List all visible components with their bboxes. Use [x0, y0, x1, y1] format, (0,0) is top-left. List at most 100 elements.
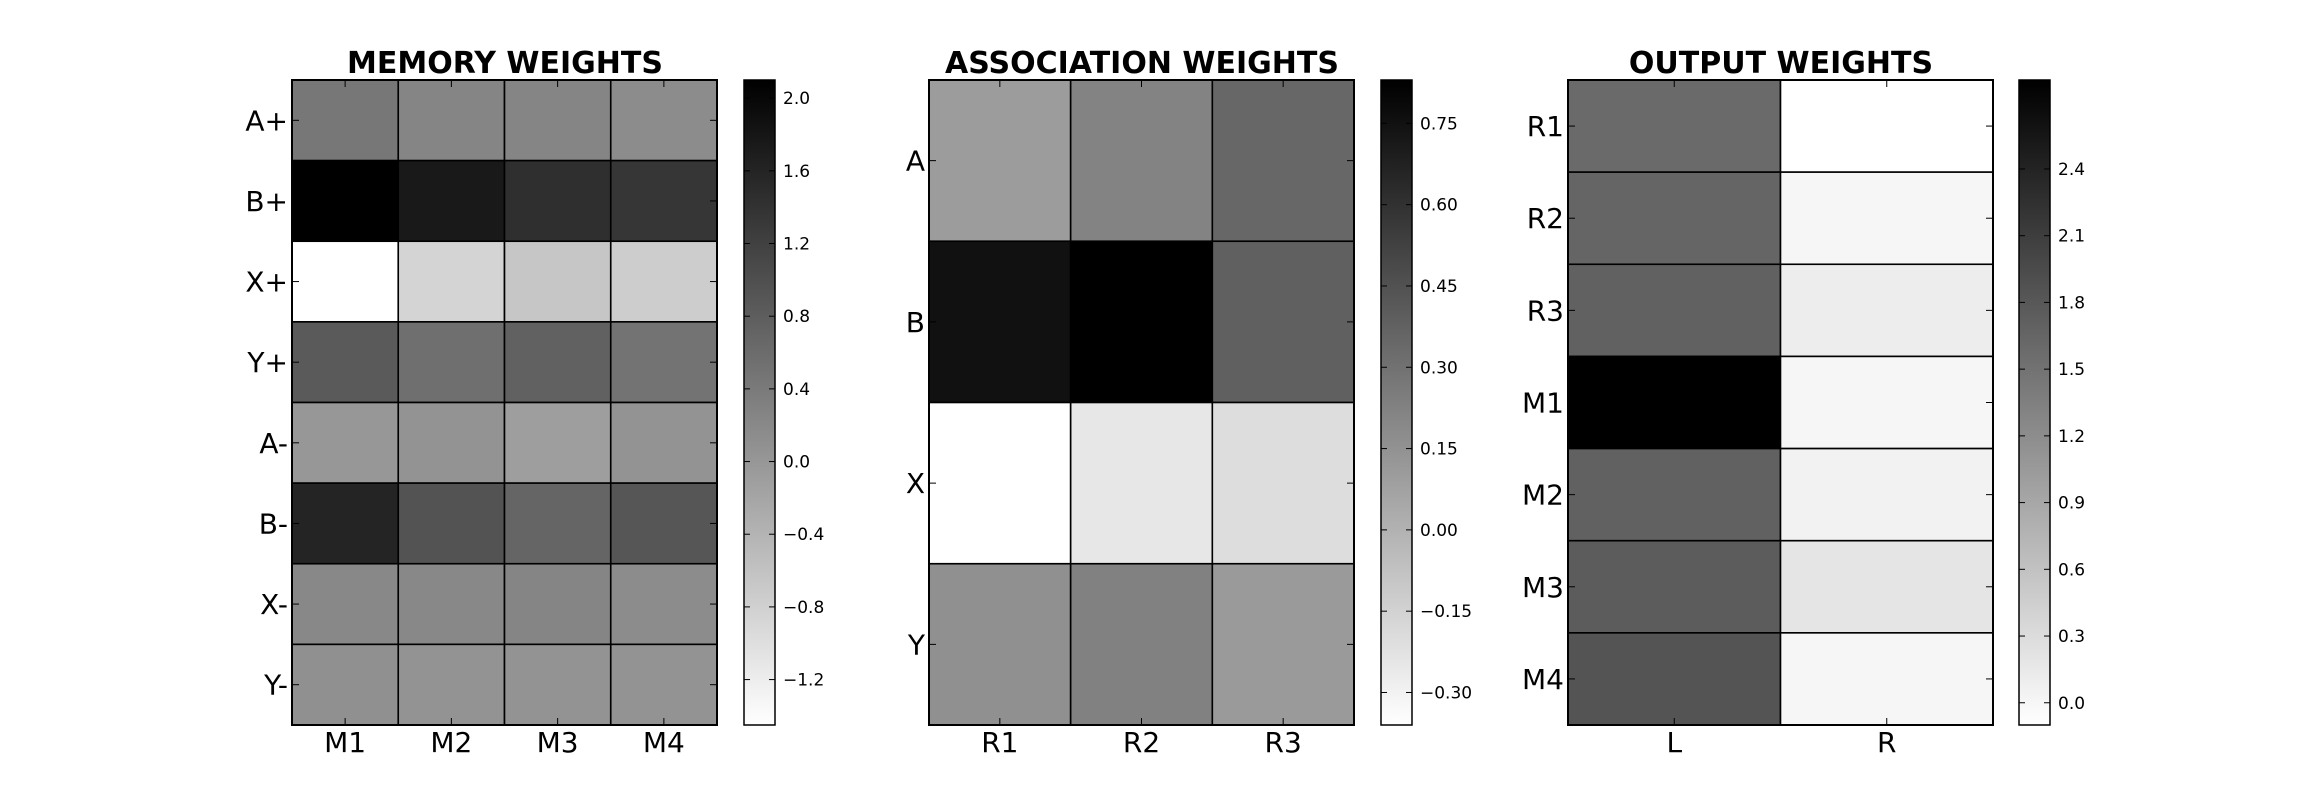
row-tick-label: Y+ [246, 346, 288, 379]
chart-title: ASSOCIATION WEIGHTS [945, 46, 1339, 81]
col-tick-label: M3 [537, 726, 579, 759]
row-tick-label: B [906, 306, 925, 339]
colorbar-tick-label: −0.15 [1420, 602, 1472, 622]
row-tick-label: R2 [1527, 202, 1564, 235]
colorbar-tick-label: 2.0 [783, 89, 810, 109]
col-tick-label: R3 [1265, 726, 1302, 759]
heatmap-cell [1779, 447, 1994, 542]
heatmap-cell [397, 482, 506, 565]
heatmap-cell [1779, 263, 1994, 358]
heatmap-cell [928, 240, 1072, 404]
heatmap-cell [291, 643, 400, 726]
colorbar-tick-label: 1.8 [2058, 293, 2085, 313]
colorbar-tick-label: 0.6 [2058, 560, 2085, 580]
heatmap-cell [928, 79, 1072, 243]
heatmap-cell [503, 562, 612, 646]
heatmap-cell [291, 159, 400, 243]
colorbar-tick-label: 0.60 [1420, 196, 1458, 216]
col-tick-label: R [1877, 726, 1896, 759]
row-tick-label: Y [907, 628, 926, 661]
colorbar-tick-label: 1.6 [783, 162, 810, 182]
heatmap-cell [1567, 355, 1782, 450]
colorbar-tick-label: 0.3 [2058, 627, 2085, 647]
heatmap-cell [291, 482, 400, 565]
col-tick-label: M2 [430, 726, 472, 759]
heatmap-cell [1567, 263, 1782, 358]
heatmap-cell [291, 562, 400, 646]
heatmap-cell [1567, 447, 1782, 542]
heatmap-cell [503, 240, 612, 323]
heatmap-cell [609, 240, 718, 323]
heatmap-cell [1567, 79, 1782, 173]
row-tick-label: M2 [1522, 479, 1564, 512]
heatmap-cell [928, 562, 1072, 726]
heatmap-cell [1779, 79, 1994, 173]
colorbar-tick-label: 2.4 [2058, 160, 2085, 180]
colorbar-tick-label: 0.30 [1420, 358, 1458, 378]
heatmap-cell [609, 482, 718, 565]
row-tick-label: X- [260, 588, 288, 621]
colorbar-tick-label: 1.2 [783, 235, 810, 255]
colorbar-tick-label: 0.8 [783, 307, 810, 327]
heatmap-cell [503, 482, 612, 565]
col-tick-label: M1 [324, 726, 366, 759]
heatmap-cell [1779, 355, 1994, 450]
heatmap-cell [503, 643, 612, 726]
heatmap-cell [397, 321, 506, 404]
heatmap-cell [1567, 539, 1782, 634]
row-tick-label: Y- [263, 669, 288, 702]
row-tick-label: M3 [1522, 571, 1564, 604]
heatmap-cell [1211, 79, 1355, 243]
heatmap-cell [928, 401, 1072, 565]
heatmap-cell [1779, 171, 1994, 266]
row-tick-label: R3 [1527, 294, 1564, 327]
colorbar [1380, 79, 1413, 726]
heatmap-cell [503, 79, 612, 162]
col-tick-label: L [1666, 726, 1682, 759]
colorbar [743, 79, 776, 726]
heatmap-cell [609, 643, 718, 726]
heatmap-cell [609, 79, 718, 162]
heatmap-cell [1069, 401, 1214, 565]
heatmap-cell [1211, 401, 1355, 565]
heatmap-cell [609, 159, 718, 243]
heatmap-cell [291, 240, 400, 323]
col-tick-label: R1 [981, 726, 1018, 759]
row-tick-label: R1 [1527, 110, 1564, 143]
colorbar-tick-label: 1.5 [2058, 360, 2085, 380]
heatmap-cell [1069, 240, 1214, 404]
heatmap-cell [397, 79, 506, 162]
row-tick-label: X [906, 467, 925, 500]
col-tick-label: M4 [643, 726, 685, 759]
heatmap-cell [609, 321, 718, 404]
colorbar-tick-label: 0.9 [2058, 494, 2085, 514]
heatmap-cell [1779, 539, 1994, 634]
heatmap-output-weights: OUTPUT WEIGHTS R1 R2 R3 M1 M2 M3 M4 L R 2.4 2.1 1.8… [1522, 46, 2085, 759]
heatmap-cell [1567, 632, 1782, 726]
colorbar-tick-label: −0.30 [1420, 683, 1472, 703]
row-tick-label: B+ [245, 185, 288, 218]
heatmap-association-weights: ASSOCIATION WEIGHTS A B X Y R1 R2 R3 0.75 0.60 0.… [906, 46, 1472, 759]
colorbar-tick-label: −0.4 [783, 525, 824, 545]
heatmap-cell [503, 159, 612, 243]
heatmap-cell [397, 643, 506, 726]
row-tick-label: A [906, 145, 925, 178]
colorbar-tick-label: 0.45 [1420, 277, 1458, 297]
heatmap-cell [609, 562, 718, 646]
chart-title: MEMORY WEIGHTS [347, 46, 663, 81]
heatmap-cell [397, 401, 506, 484]
colorbar-tick-label: 2.1 [2058, 227, 2085, 247]
colorbar-tick-label: 0.4 [783, 380, 810, 400]
heatmap-memory-weights: MEMORY WEIGHTS A+ B+ X+ Y+ A- B- X- Y- M1 M2 M3 M4 2… [245, 46, 824, 759]
colorbar-tick-label: 0.0 [2058, 694, 2085, 714]
heatmap-cell [397, 240, 506, 323]
heatmap-cell [1211, 240, 1355, 404]
colorbar-tick-label: 0.00 [1420, 521, 1458, 541]
heatmap-cell [397, 159, 506, 243]
plot-frame [291, 79, 718, 726]
colorbar-tick-label: 0.0 [783, 453, 810, 473]
heatmap-cell [291, 79, 400, 162]
heatmap-cell [1211, 562, 1355, 726]
heatmap-cell [503, 401, 612, 484]
